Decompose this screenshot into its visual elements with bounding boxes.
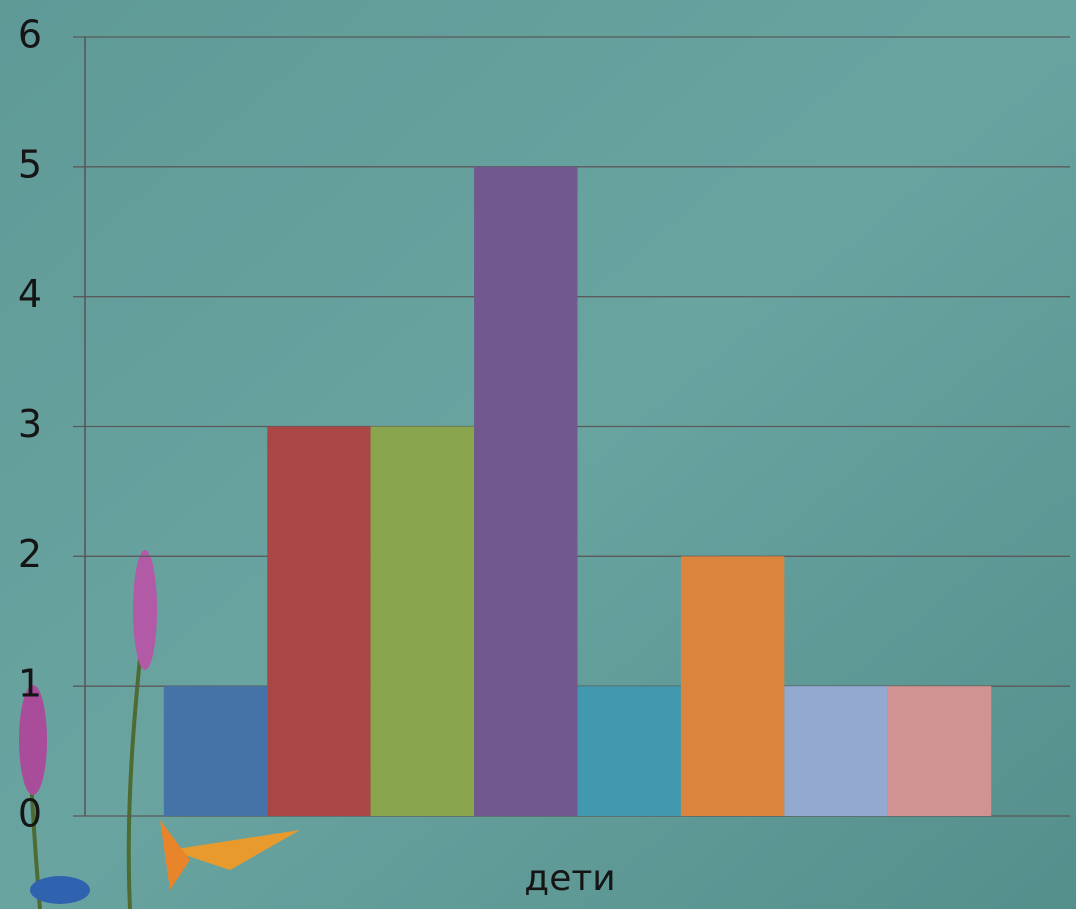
y-tick-label: 3: [18, 402, 42, 446]
bar: [163, 686, 268, 816]
y-tick-label: 6: [18, 13, 42, 57]
x-tick-label: дети: [524, 858, 615, 899]
bar: [680, 556, 785, 816]
bar: [267, 426, 371, 816]
bar: [887, 686, 992, 816]
plot-area: 0 1 2 3 4 5 6: [18, 13, 1070, 836]
y-tick-label: 2: [18, 532, 42, 576]
bar: [784, 686, 888, 816]
y-tick-label: 5: [18, 142, 42, 186]
bar: [474, 166, 578, 817]
y-tick-label: 1: [18, 662, 42, 706]
bar: [577, 686, 681, 816]
flower-decoration: [19, 550, 300, 909]
y-tick-label: 4: [18, 272, 42, 316]
y-tick-label: 0: [18, 792, 42, 836]
bar: [370, 426, 475, 816]
